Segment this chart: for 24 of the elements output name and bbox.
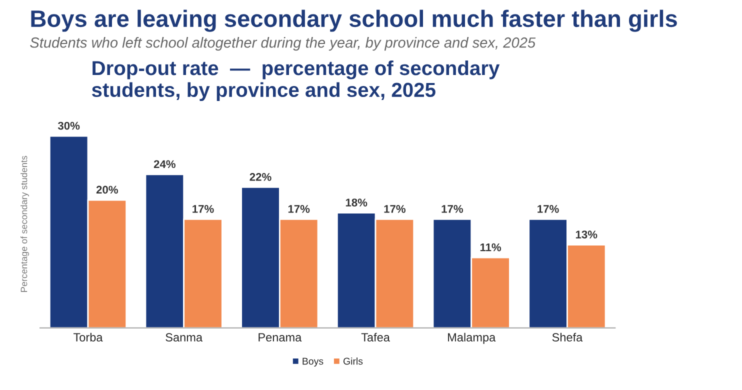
data-label: 17%	[288, 205, 310, 213]
x-tick-label: Penama	[258, 333, 302, 342]
chart-title: Boys are leaving secondary school much faster than girls	[31, 10, 677, 32]
data-label: 17%	[538, 205, 559, 213]
legend-label: Boys	[302, 358, 324, 367]
x-tick-label: Shefa	[552, 332, 583, 342]
data-label: 17%	[384, 205, 406, 213]
data-label: 30%	[58, 122, 80, 130]
chart-subtitle: Students who left school altogether during the year, by province and sex, 2025	[30, 37, 536, 51]
data-label: 18%	[346, 198, 368, 206]
x-tick-label: Tafea	[361, 332, 390, 342]
x-tick-label: Sanma	[166, 333, 203, 342]
y-axis-title: Percentage of secondary students	[20, 156, 29, 292]
x-tick-label: Torba	[73, 332, 103, 342]
data-label: 20%	[96, 186, 118, 194]
data-label: 24%	[154, 160, 176, 168]
x-tick-label: Malampa	[448, 332, 496, 344]
legend-label: Girls	[343, 358, 363, 365]
data-label: 11%	[480, 243, 502, 252]
data-label: 22%	[250, 173, 272, 181]
data-label: 13%	[576, 230, 598, 238]
data-label: 17%	[442, 205, 464, 213]
text: Drop-out rate — percentage of secondary students, by province and sex, 2025	[92, 60, 500, 102]
data-label: 17%	[192, 205, 214, 213]
